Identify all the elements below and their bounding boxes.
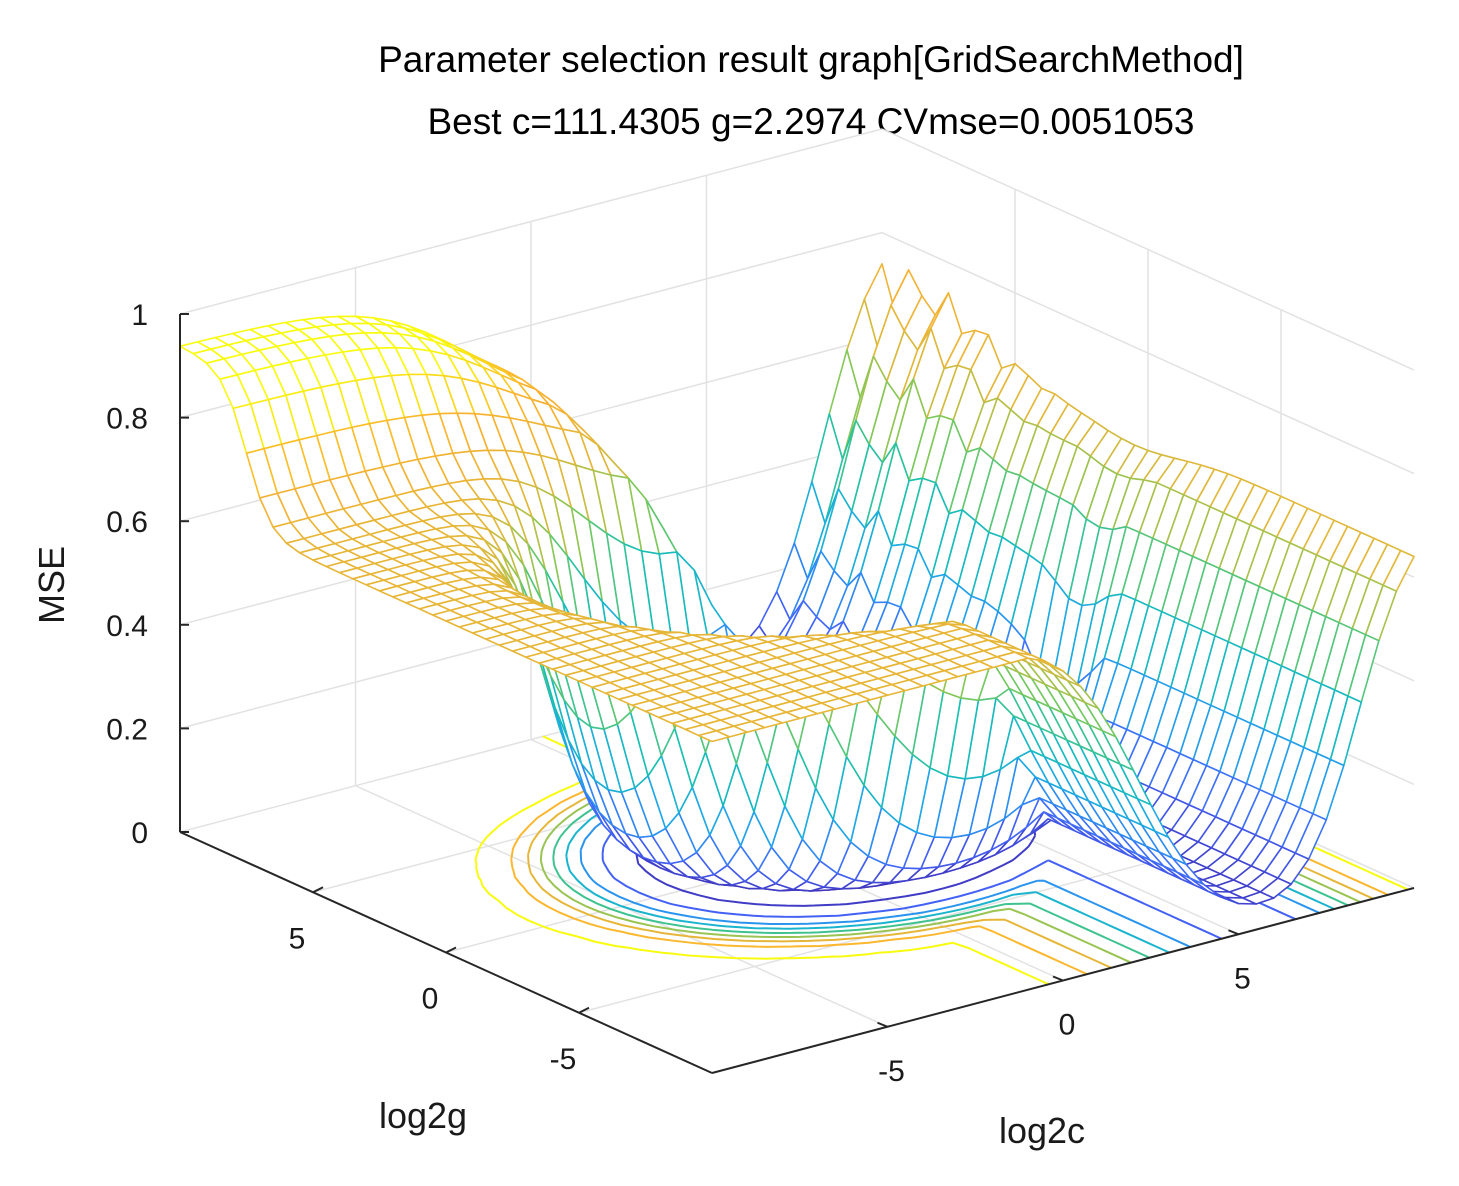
chart-subtitle: Best c=111.4305 g=2.2974 CVmse=0.0051053 — [428, 101, 1195, 142]
axes — [179, 313, 1415, 1074]
z-axis-label: MSE — [31, 546, 72, 624]
x-tick-label: 5 — [1234, 962, 1251, 995]
x-tick — [1228, 929, 1239, 936]
y-tick — [312, 886, 324, 894]
z-tick-label: 0.4 — [106, 610, 148, 643]
chart-title: Parameter selection result graph[GridSea… — [378, 39, 1244, 80]
tick-labels: 0 0.2 0.4 0.6 0.8 1 -5 0 5 -5 0 5 — [106, 299, 1251, 1088]
mesh-cell — [697, 729, 731, 743]
z-tick-label: 0.8 — [106, 403, 148, 436]
x-tick-label: -5 — [878, 1055, 905, 1088]
x-tick — [1052, 975, 1064, 982]
x-tick-label: 0 — [1059, 1009, 1076, 1042]
z-tick-label: 1 — [131, 299, 148, 332]
y-tick — [445, 946, 457, 954]
y-tick — [578, 1006, 590, 1014]
z-tick-label: 0.2 — [106, 713, 148, 746]
y-tick-label: 0 — [422, 983, 439, 1016]
y-axis-label: log2g — [379, 1095, 467, 1136]
z-tick-label: 0.6 — [106, 506, 148, 539]
z-tick-label: 0 — [131, 817, 148, 850]
x-axis-label: log2c — [999, 1110, 1085, 1151]
surface-mesh — [179, 262, 1415, 905]
x-tick — [877, 1021, 888, 1028]
y-tick-label: -5 — [550, 1043, 577, 1076]
y-tick-label: 5 — [289, 922, 306, 955]
